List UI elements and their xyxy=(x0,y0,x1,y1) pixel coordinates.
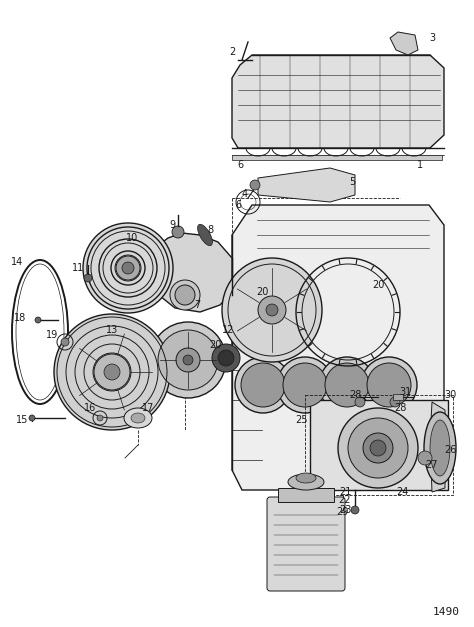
Bar xyxy=(232,155,442,160)
Circle shape xyxy=(61,338,69,346)
Ellipse shape xyxy=(104,364,120,380)
Circle shape xyxy=(172,226,184,238)
Ellipse shape xyxy=(212,344,240,372)
Ellipse shape xyxy=(241,363,285,407)
Text: 28: 28 xyxy=(394,403,406,413)
Text: 10: 10 xyxy=(126,233,138,243)
Ellipse shape xyxy=(235,357,291,413)
Text: 15: 15 xyxy=(16,415,28,425)
Ellipse shape xyxy=(370,440,386,456)
Text: 27: 27 xyxy=(426,460,438,470)
Circle shape xyxy=(390,397,400,407)
Bar xyxy=(278,488,334,502)
Ellipse shape xyxy=(218,350,234,366)
Text: 18: 18 xyxy=(14,313,26,323)
Ellipse shape xyxy=(325,363,369,407)
Text: 3: 3 xyxy=(429,33,435,43)
Ellipse shape xyxy=(198,224,212,246)
Text: 26: 26 xyxy=(444,445,456,455)
Ellipse shape xyxy=(94,354,130,390)
Ellipse shape xyxy=(54,314,170,430)
Circle shape xyxy=(35,317,41,323)
Ellipse shape xyxy=(175,285,195,305)
Polygon shape xyxy=(232,55,444,148)
Text: 9: 9 xyxy=(169,220,175,230)
Text: 21: 21 xyxy=(339,487,351,497)
Text: 25: 25 xyxy=(296,415,308,425)
Ellipse shape xyxy=(288,474,324,490)
Text: 12: 12 xyxy=(222,325,234,335)
Text: 20: 20 xyxy=(209,340,221,350)
Text: 6: 6 xyxy=(237,160,243,170)
Ellipse shape xyxy=(283,363,327,407)
Ellipse shape xyxy=(367,363,411,407)
Text: 8: 8 xyxy=(207,225,213,235)
Ellipse shape xyxy=(222,258,322,362)
Circle shape xyxy=(97,415,103,421)
Ellipse shape xyxy=(258,296,286,324)
Ellipse shape xyxy=(424,412,456,484)
Ellipse shape xyxy=(122,262,134,274)
Text: 13: 13 xyxy=(106,325,118,335)
Ellipse shape xyxy=(183,355,193,365)
Ellipse shape xyxy=(348,418,408,478)
Polygon shape xyxy=(258,168,355,202)
Circle shape xyxy=(84,274,92,282)
Ellipse shape xyxy=(83,223,173,313)
Text: 24: 24 xyxy=(396,487,408,497)
Text: 11: 11 xyxy=(72,263,84,273)
Text: 5: 5 xyxy=(349,177,355,187)
Text: 2: 2 xyxy=(229,47,235,57)
Bar xyxy=(305,395,453,495)
Ellipse shape xyxy=(430,420,450,476)
Ellipse shape xyxy=(296,473,316,483)
Circle shape xyxy=(351,506,359,514)
Text: 6: 6 xyxy=(235,200,241,210)
Ellipse shape xyxy=(131,413,145,423)
Ellipse shape xyxy=(277,357,333,413)
Bar xyxy=(393,394,403,400)
Text: 19: 19 xyxy=(46,330,58,340)
Text: 23: 23 xyxy=(339,505,351,515)
Text: 20: 20 xyxy=(372,280,384,290)
Ellipse shape xyxy=(170,280,200,310)
Ellipse shape xyxy=(150,322,226,398)
Text: 22: 22 xyxy=(339,495,351,505)
Text: 14: 14 xyxy=(11,257,23,267)
Text: 1: 1 xyxy=(417,160,423,170)
Circle shape xyxy=(355,397,365,407)
Ellipse shape xyxy=(361,357,417,413)
Ellipse shape xyxy=(124,408,152,428)
Ellipse shape xyxy=(319,357,375,413)
Bar xyxy=(310,400,448,490)
Text: 28: 28 xyxy=(349,390,361,400)
Text: 20: 20 xyxy=(256,287,268,297)
Ellipse shape xyxy=(176,348,200,372)
Ellipse shape xyxy=(363,433,393,463)
Text: 16: 16 xyxy=(84,403,96,413)
Circle shape xyxy=(29,415,35,421)
Text: 1490: 1490 xyxy=(433,607,460,617)
Ellipse shape xyxy=(338,408,418,488)
Text: 30: 30 xyxy=(444,390,456,400)
FancyBboxPatch shape xyxy=(267,497,345,591)
Text: 4: 4 xyxy=(242,189,248,199)
Text: 29: 29 xyxy=(336,507,348,517)
Polygon shape xyxy=(232,205,444,490)
Ellipse shape xyxy=(158,330,218,390)
Polygon shape xyxy=(430,402,445,492)
Circle shape xyxy=(418,451,432,465)
Circle shape xyxy=(250,180,260,190)
Ellipse shape xyxy=(116,256,140,280)
Text: 31: 31 xyxy=(399,387,411,397)
Ellipse shape xyxy=(266,304,278,316)
Text: 7: 7 xyxy=(194,300,200,310)
Polygon shape xyxy=(390,32,418,55)
Text: 17: 17 xyxy=(142,403,154,413)
Polygon shape xyxy=(148,233,232,312)
